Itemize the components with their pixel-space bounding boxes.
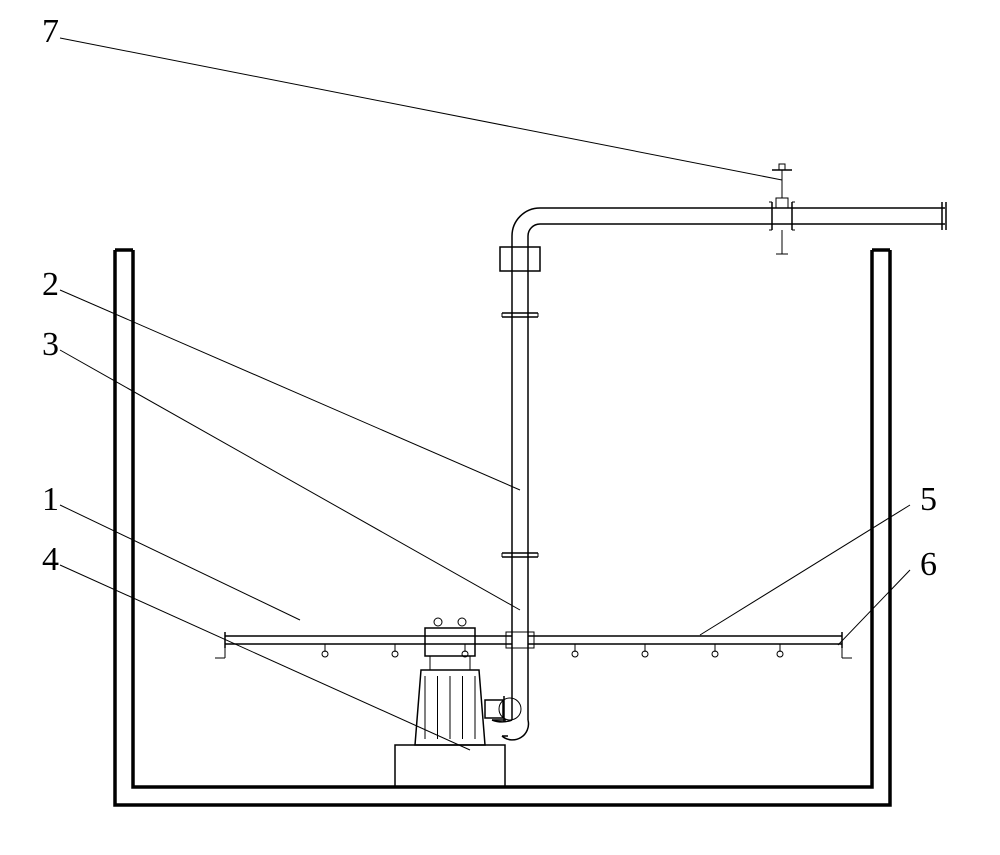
callout-2: 2	[42, 266, 59, 303]
callout-3: 3	[42, 326, 59, 363]
callout-7: 7	[42, 13, 59, 50]
callout-1: 1	[42, 481, 59, 518]
callout-6: 6	[920, 546, 937, 583]
callout-5: 5	[920, 481, 937, 518]
callout-4: 4	[42, 541, 59, 578]
